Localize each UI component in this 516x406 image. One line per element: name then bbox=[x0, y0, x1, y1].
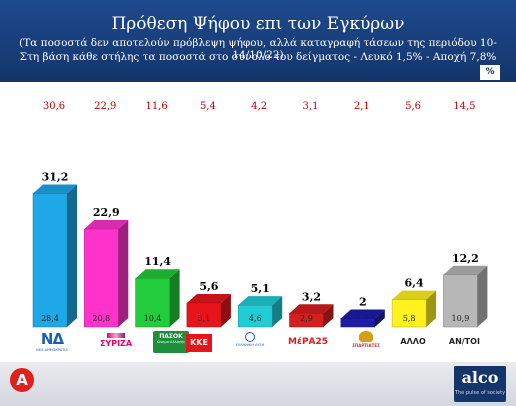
elliniki-lysi-logo-mark bbox=[245, 332, 255, 342]
elliniki-lysi-logo-text: ΕΛΛΗΝΙΚΗ ΛΥΣΗ bbox=[235, 343, 265, 347]
top-row-value: 30,6 bbox=[43, 101, 65, 112]
top-row-value: 4,2 bbox=[251, 101, 267, 112]
bar-side bbox=[272, 296, 283, 327]
syriza-logo-mark bbox=[107, 333, 125, 338]
bar-top bbox=[289, 304, 334, 314]
bar-value-label: 2 bbox=[359, 295, 367, 308]
bar-side bbox=[374, 309, 385, 327]
alco-logo-text: alco bbox=[461, 368, 499, 387]
top-row-value: 22,9 bbox=[94, 101, 116, 112]
bar bbox=[186, 302, 222, 328]
bar bbox=[391, 299, 427, 328]
top-row-value: 14,5 bbox=[453, 101, 475, 112]
bar-side bbox=[118, 219, 129, 327]
nd-logo: ΝΔ ΝΕΑ ΔΗΜΟΚΡΑΤΙΑ bbox=[30, 331, 74, 357]
chart-subtitle-basis: Στη βάση κάθε στήλης τα ποσοστά στο σύνο… bbox=[19, 51, 497, 63]
top-row-value: 5,4 bbox=[200, 101, 216, 112]
bar bbox=[289, 313, 324, 328]
bar bbox=[84, 228, 119, 328]
alco-logo-tagline: The pulse of society bbox=[454, 390, 506, 396]
top-row-value: 3,1 bbox=[303, 101, 319, 112]
bar-base-label: 10,9 bbox=[451, 314, 469, 323]
bar-value-label: 11,4 bbox=[144, 255, 171, 268]
pasok-logo: ΠΑΣΟΚ Κίνημα Αλλαγής bbox=[153, 331, 189, 357]
bar-top bbox=[443, 265, 488, 275]
nd-logo-mark: ΝΔ bbox=[40, 330, 64, 348]
alpha-channel-logo: A bbox=[10, 368, 34, 392]
bar-side bbox=[169, 269, 180, 327]
bar-base-label: 5,1 bbox=[198, 314, 211, 323]
bar-top bbox=[392, 290, 437, 300]
category-label: ΑΛΛΟ bbox=[400, 337, 426, 346]
syriza-logo-text: ΣΥΡΙΖΑ bbox=[99, 339, 133, 348]
bar-value-label: 3,2 bbox=[302, 290, 321, 303]
bar-base-label: 4,6 bbox=[249, 314, 262, 323]
bar-top bbox=[84, 219, 129, 229]
bar bbox=[32, 193, 68, 328]
bar bbox=[443, 274, 478, 328]
kke-logo-text: ΚΚΕ bbox=[186, 334, 212, 352]
spartiates-logo-mark bbox=[359, 331, 373, 342]
kke-logo: ΚΚΕ bbox=[186, 331, 212, 357]
top-row-value: 5,6 bbox=[405, 101, 421, 112]
category-label: ΑΝ/ΤΟΙ bbox=[449, 337, 480, 346]
bar bbox=[340, 318, 376, 328]
bar-top bbox=[186, 294, 231, 304]
mera25-logo-text: ΜέΡΑ25 bbox=[288, 337, 329, 347]
bar-top bbox=[238, 296, 283, 306]
percent-unit-badge: % bbox=[480, 65, 500, 80]
bar bbox=[135, 277, 170, 328]
bar-side bbox=[477, 265, 488, 327]
bar-top bbox=[33, 184, 77, 194]
bar-base-label: 10,4 bbox=[144, 314, 162, 323]
bar-side bbox=[426, 290, 437, 327]
alco-logo: alco The pulse of society bbox=[454, 366, 506, 402]
bar-value-label: 22,9 bbox=[93, 206, 120, 219]
bar-chart: 31,228,430,622,920,822,911,410,411,65,65… bbox=[32, 101, 488, 346]
elliniki-lysi-logo: ΕΛΛΗΝΙΚΗ ΛΥΣΗ bbox=[232, 331, 268, 357]
bar-value-label: 6,4 bbox=[405, 277, 424, 290]
spartiates-logo-text: ΣΠΑΡΤΙΑΤΕΣ bbox=[352, 343, 380, 348]
spartiates-logo: ΣΠΑΡΤΙΑΤΕΣ bbox=[346, 331, 386, 357]
bar-value-label: 12,2 bbox=[452, 252, 479, 265]
chart-title: Πρόθεση Ψήφου επι των Εγκύρων bbox=[111, 14, 405, 34]
bar-side bbox=[67, 184, 77, 327]
top-row-value: 11,6 bbox=[145, 101, 167, 112]
pasok-logo-text: ΠΑΣΟΚ bbox=[159, 333, 183, 340]
bar-base-label: 20,8 bbox=[92, 314, 110, 323]
bar-top bbox=[135, 269, 180, 279]
bar-value-label: 31,2 bbox=[42, 170, 69, 183]
bar-side bbox=[220, 294, 231, 327]
mera25-logo: ΜέΡΑ25 bbox=[288, 331, 328, 357]
bar-base-label: 2,9 bbox=[300, 314, 313, 323]
syriza-logo: ΣΥΡΙΖΑ bbox=[94, 331, 138, 357]
bar-side bbox=[323, 304, 334, 327]
top-row-value: 2,1 bbox=[354, 101, 370, 112]
chart-header: Πρόθεση Ψήφου επι των Εγκύρων (Τα ποσοστ… bbox=[0, 0, 516, 82]
nd-logo-sub: ΝΕΑ ΔΗΜΟΚΡΑΤΙΑ bbox=[36, 348, 68, 352]
pasok-logo-sub: Κίνημα Αλλαγής bbox=[156, 340, 186, 344]
bar-base-label: 28,4 bbox=[41, 314, 59, 323]
bar-top bbox=[340, 309, 385, 319]
bar-value-label: 5,1 bbox=[251, 282, 270, 295]
bar-base-label: 1,8 bbox=[351, 314, 364, 323]
footer-band bbox=[0, 362, 516, 406]
bar bbox=[237, 304, 273, 328]
bar-base-label: 5,8 bbox=[403, 314, 416, 323]
chart-subtitle-period: (Τα ποσοστά δεν αποτελούν πρόβλεψη ψήφου… bbox=[19, 37, 497, 61]
bar-value-label: 5,6 bbox=[199, 280, 218, 293]
